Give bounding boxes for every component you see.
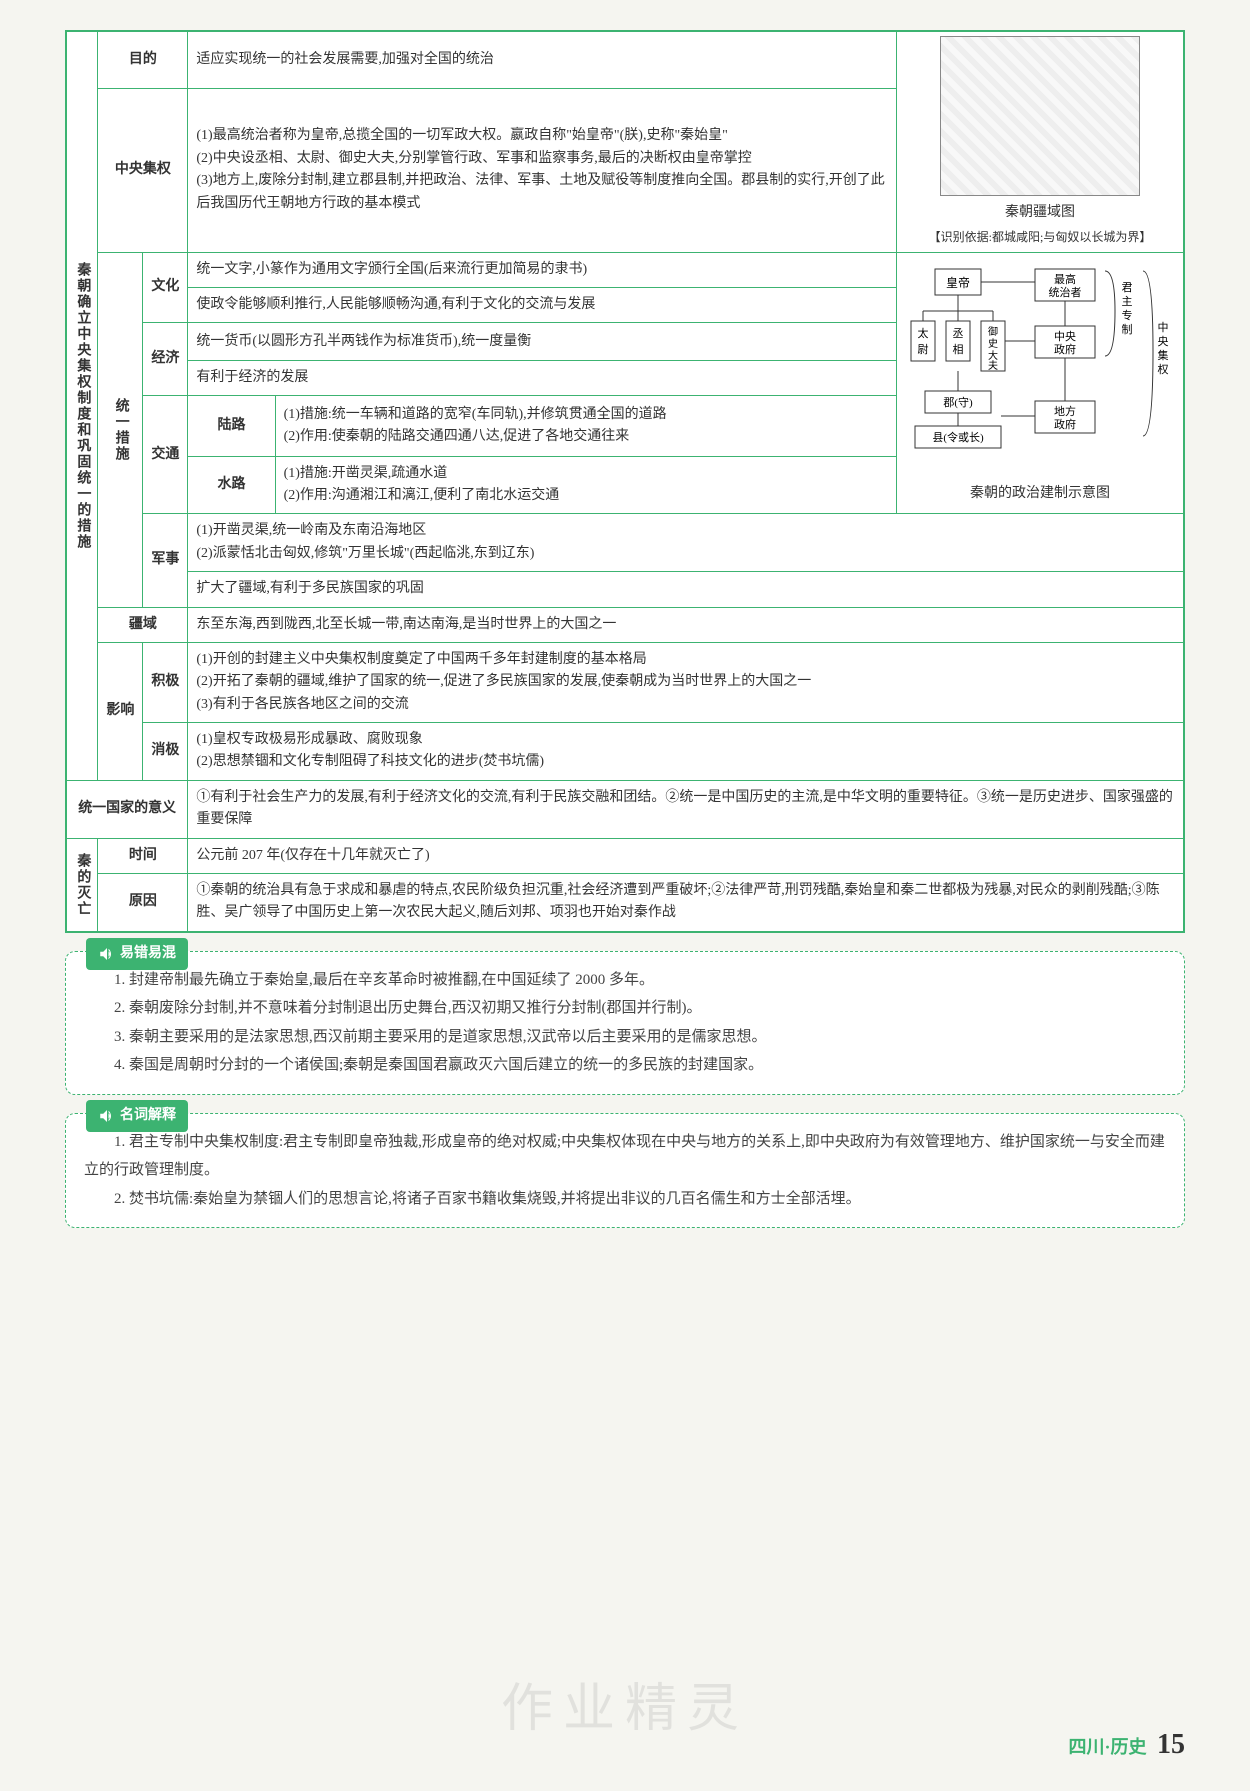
diagram-cell: 皇帝 最高 统治者 太 尉 丞 相 御 史 大 夫: [897, 252, 1185, 514]
land-label: 陆路: [188, 396, 275, 456]
water-label: 水路: [188, 456, 275, 514]
easy-mistake-tag: 易错易混: [86, 938, 188, 971]
svg-text:君: 君: [1122, 281, 1133, 294]
unify-measures-header: 统一措施: [98, 252, 143, 607]
svg-text:御: 御: [988, 325, 998, 338]
svg-text:央: 央: [1158, 335, 1169, 348]
glossary-box: 名词解释 1. 君主专制中央集权制度:君主专制即皇帝独裁,形成皇帝的绝对权威;中…: [65, 1113, 1185, 1229]
svg-text:中央: 中央: [1054, 330, 1076, 343]
significance-label: 统一国家的意义: [66, 780, 188, 838]
svg-text:丞: 丞: [953, 327, 964, 340]
central-power-label: 中央集权: [98, 88, 188, 252]
economy-line2: 有利于经济的发展: [188, 361, 897, 396]
military-line3: 扩大了疆域,有利于多民族国家的巩固: [188, 572, 1184, 607]
svg-text:权: 权: [1158, 363, 1169, 376]
culture-line2: 使政令能够顺利推行,人民能够顺畅沟通,有利于文化的交流与发展: [188, 287, 897, 322]
glossary-item-2: 2. 焚书坑儒:秦始皇为禁锢人们的思想言论,将诸子百家书籍收集烧毁,并将提出非议…: [84, 1185, 1166, 1214]
purpose-label: 目的: [98, 31, 188, 88]
positive-text: (1)开创的封建主义中央集权制度奠定了中国两千多年封建制度的基本格局 (2)开拓…: [188, 642, 1184, 722]
svg-text:郡(守): 郡(守): [943, 395, 973, 409]
svg-text:太: 太: [918, 327, 929, 340]
svg-text:专: 专: [1122, 308, 1133, 322]
fall-time-label: 时间: [98, 838, 188, 873]
fall-reason-label: 原因: [98, 874, 188, 932]
svg-text:地方: 地方: [1054, 404, 1076, 418]
culture-line1: 统一文字,小篆作为通用文字颁行全国(后来流行更加简易的隶书): [188, 252, 897, 287]
svg-text:史: 史: [988, 338, 998, 350]
culture-label: 文化: [143, 252, 188, 323]
diagram-caption: 秦朝的政治建制示意图: [905, 483, 1175, 505]
svg-text:政府: 政府: [1054, 417, 1076, 431]
central-power-text: (1)最高统治者称为皇帝,总揽全国的一切军政大权。嬴政自称"始皇帝"(朕),史称…: [188, 88, 897, 252]
mistake-item-4: 4. 秦国是周朝时分封的一个诸侯国;秦朝是秦国国君嬴政灭六国后建立的统一的多民族…: [84, 1051, 1166, 1080]
influence-label: 影响: [98, 642, 143, 780]
glossary-item-1: 1. 君主专制中央集权制度:君主专制即皇帝独裁,形成皇帝的绝对权威;中央集权体现…: [84, 1128, 1166, 1185]
territory-map-image: [940, 36, 1140, 196]
territory-label: 疆域: [98, 607, 188, 642]
map-caption: 秦朝疆域图: [901, 202, 1179, 224]
svg-text:制: 制: [1122, 323, 1133, 336]
section-fall-header: 秦的灭亡: [66, 838, 98, 932]
significance-text: ①有利于社会生产力的发展,有利于经济文化的交流,有利于民族交融和团结。②统一是中…: [188, 780, 1184, 838]
mistake-item-2: 2. 秦朝废除分封制,并不意味着分封制退出历史舞台,西汉初期又推行分封制(郡国并…: [84, 994, 1166, 1023]
military-label: 军事: [143, 514, 188, 607]
page-number: 15: [1157, 1729, 1185, 1760]
easy-mistake-box: 易错易混 1. 封建帝制最先确立于秦始皇,最后在辛亥革命时被推翻,在中国延续了 …: [65, 951, 1185, 1095]
economy-line1: 统一货币(以圆形方孔半两钱作为标准货币),统一度量衡: [188, 323, 897, 361]
watermark-text: 作业精灵: [501, 1666, 749, 1741]
negative-label: 消极: [143, 723, 188, 781]
svg-text:县(令或长): 县(令或长): [932, 430, 984, 444]
mistake-item-1: 1. 封建帝制最先确立于秦始皇,最后在辛亥革命时被推翻,在中国延续了 2000 …: [84, 966, 1166, 995]
footer-label: 四川·历史: [1068, 1737, 1146, 1757]
economy-label: 经济: [143, 323, 188, 396]
page-footer: 四川·历史 15: [1068, 1729, 1185, 1761]
positive-label: 积极: [143, 642, 188, 722]
sound-icon: [98, 1107, 116, 1125]
map-cell: 秦朝疆域图 【识别依据:都城咸阳;与匈奴以长城为界】: [897, 31, 1185, 252]
mistake-item-3: 3. 秦朝主要采用的是法家思想,西汉前期主要采用的是道家思想,汉武帝以后主要采用…: [84, 1023, 1166, 1052]
section-establish-header: 秦朝确立中央集权制度和巩固统一的措施: [66, 31, 98, 780]
water-text: (1)措施:开凿灵渠,疏通水道 (2)作用:沟通湘江和漓江,便利了南北水运交通: [275, 456, 896, 514]
main-content-table: 秦朝确立中央集权制度和巩固统一的措施 目的 适应实现统一的社会发展需要,加强对全…: [65, 30, 1185, 933]
svg-text:政府: 政府: [1054, 342, 1076, 356]
political-structure-diagram: 皇帝 最高 统治者 太 尉 丞 相 御 史 大 夫: [905, 261, 1175, 471]
glossary-tag: 名词解释: [86, 1100, 188, 1133]
svg-text:相: 相: [953, 343, 964, 356]
svg-text:集: 集: [1158, 348, 1169, 362]
fall-reason-text: ①秦朝的统治具有急于求成和暴虐的特点,农民阶级负担沉重,社会经济遭到严重破坏;②…: [188, 874, 1184, 932]
military-line1: (1)开凿灵渠,统一岭南及东南沿海地区 (2)派蒙恬北击匈奴,修筑"万里长城"(…: [188, 514, 1184, 572]
svg-text:中: 中: [1158, 321, 1169, 334]
land-text: (1)措施:统一车辆和道路的宽窄(车同轨),并修筑贯通全国的道路 (2)作用:使…: [275, 396, 896, 456]
fall-time-text: 公元前 207 年(仅存在十几年就灭亡了): [188, 838, 1184, 873]
svg-text:主: 主: [1122, 295, 1133, 308]
svg-text:夫: 夫: [988, 360, 998, 372]
territory-text: 东至东海,西到陇西,北至长城一带,南达南海,是当时世界上的大国之一: [188, 607, 1184, 642]
negative-text: (1)皇权专政极易形成暴政、腐败现象 (2)思想禁锢和文化专制阻碍了科技文化的进…: [188, 723, 1184, 781]
svg-text:统治者: 统治者: [1049, 285, 1082, 299]
transport-label: 交通: [143, 396, 188, 514]
svg-text:皇帝: 皇帝: [946, 275, 970, 290]
purpose-text: 适应实现统一的社会发展需要,加强对全国的统治: [188, 31, 897, 88]
sound-icon: [98, 945, 116, 963]
svg-text:尉: 尉: [918, 342, 929, 356]
svg-text:最高: 最高: [1054, 272, 1076, 286]
map-note: 【识别依据:都城咸阳;与匈奴以长城为界】: [901, 228, 1179, 247]
